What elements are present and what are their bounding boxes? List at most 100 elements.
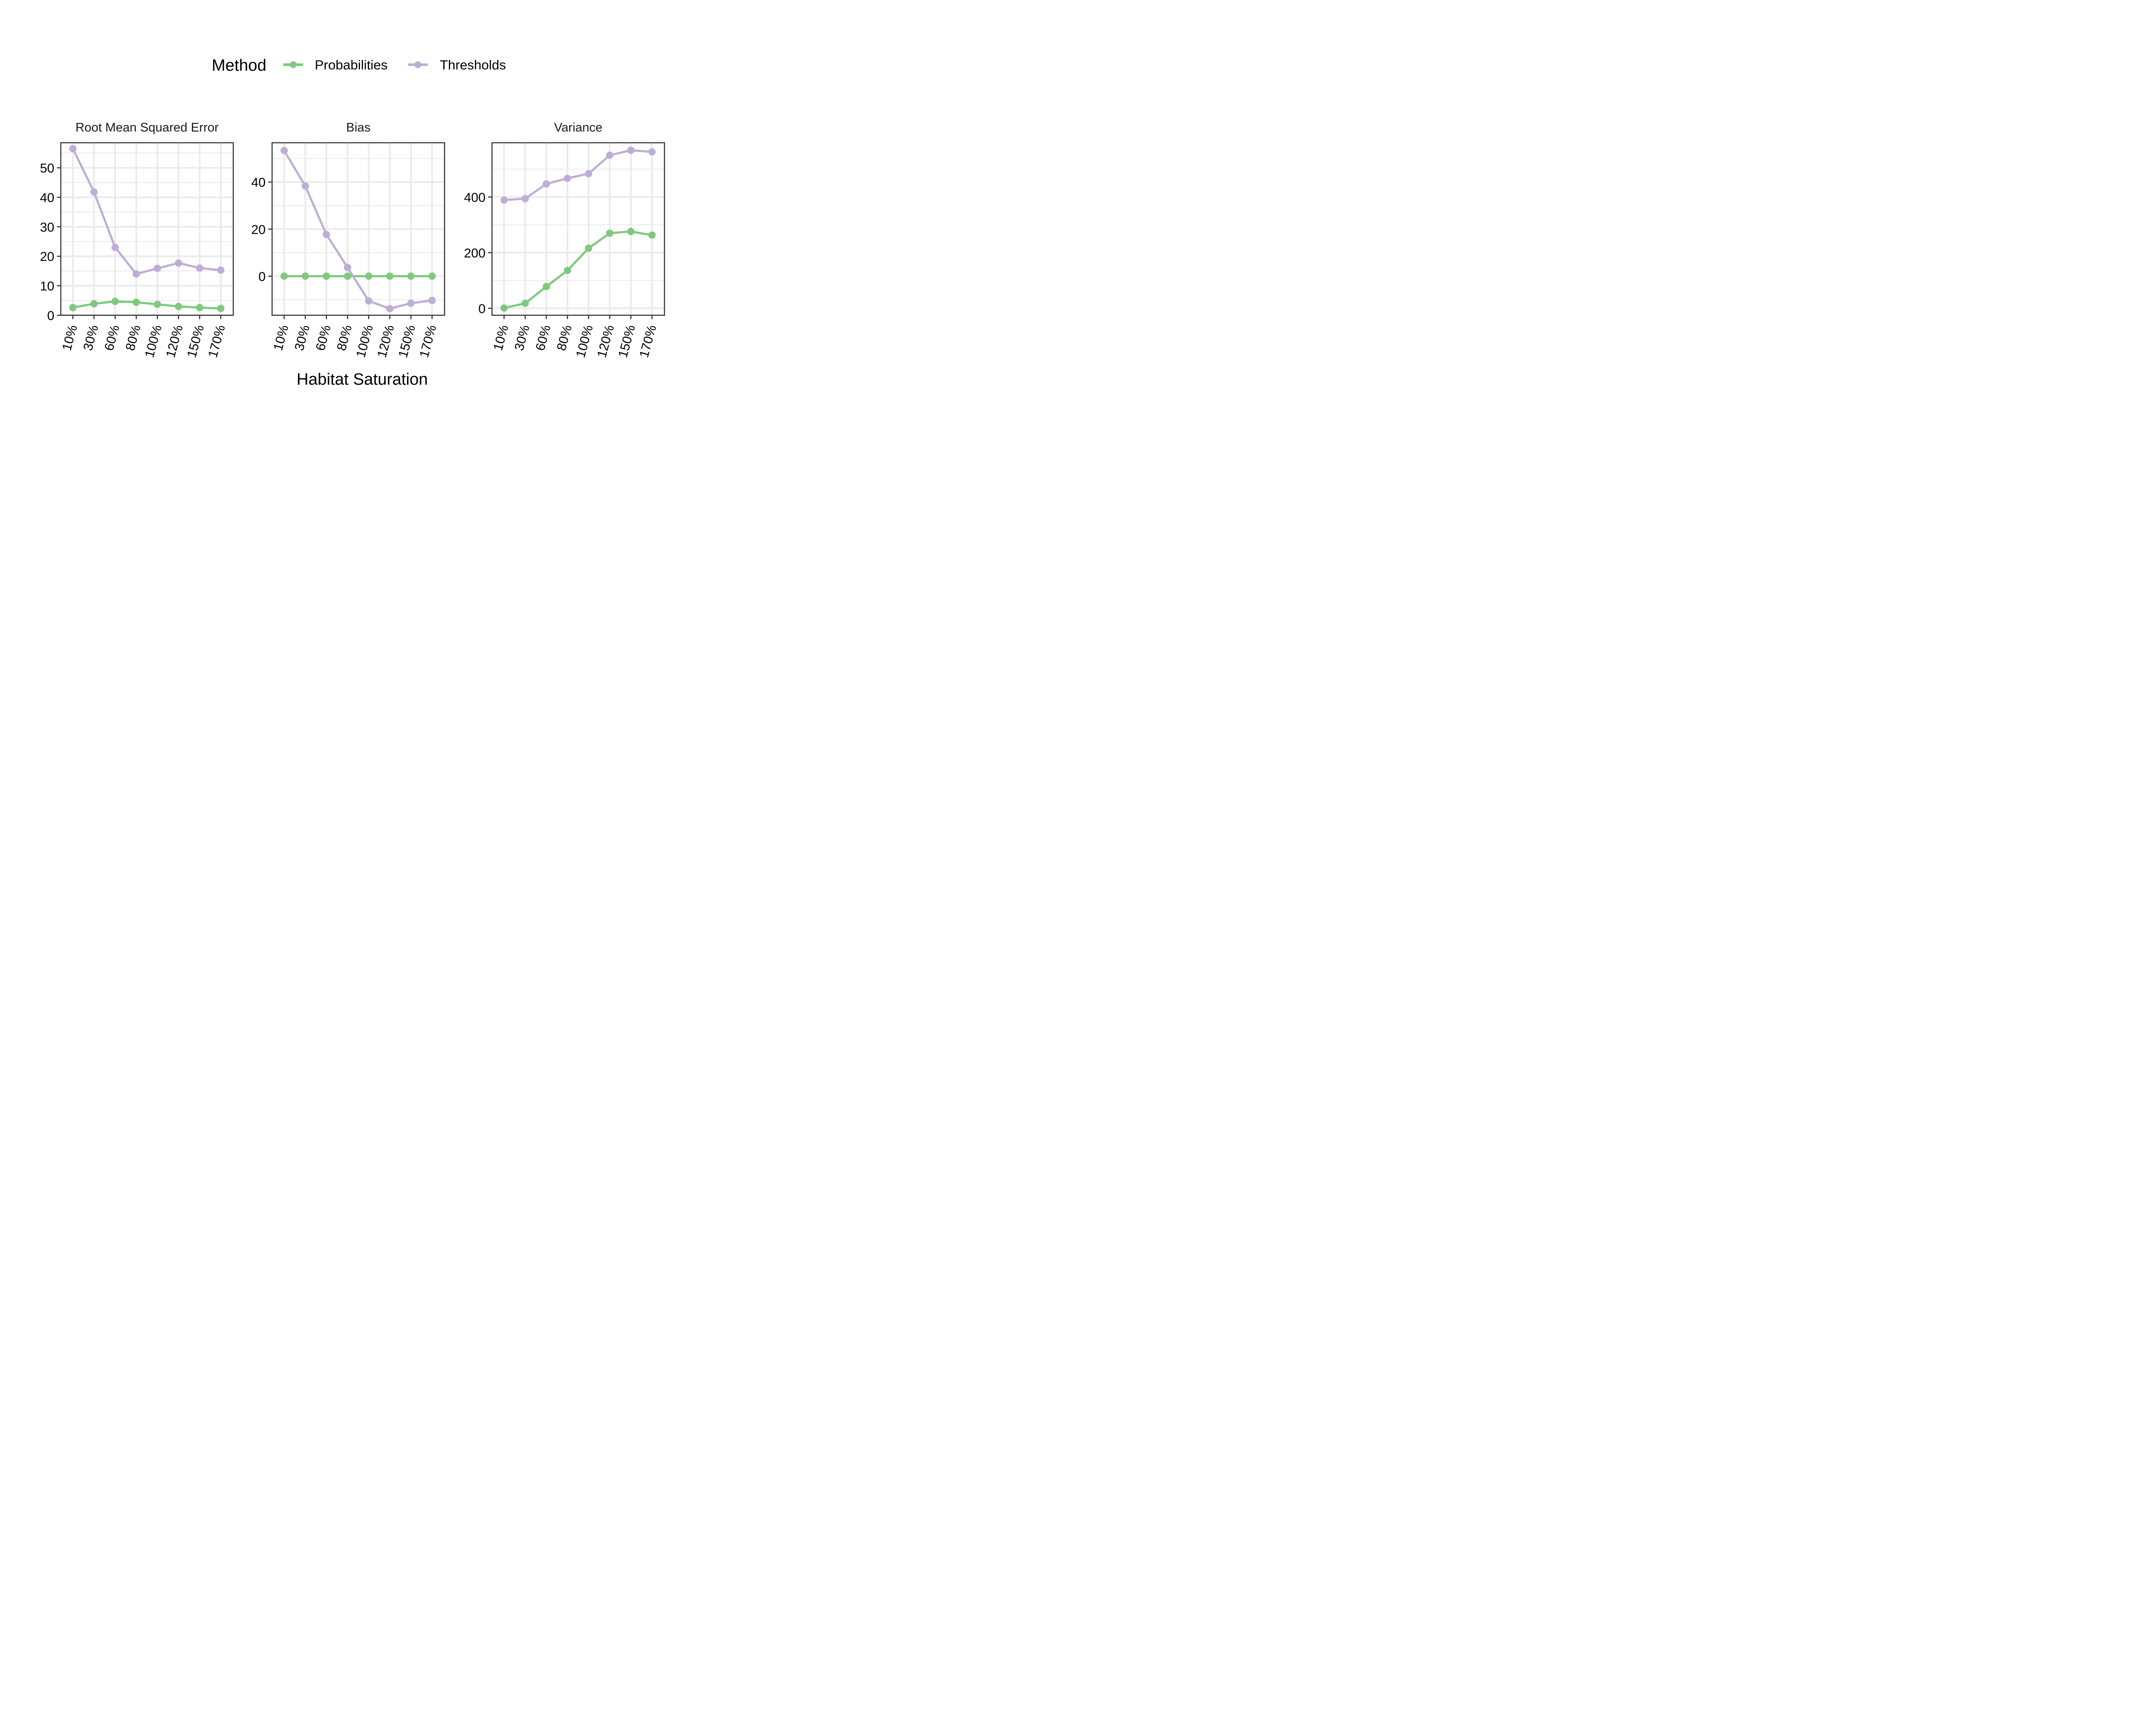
data-point-probabilities: [323, 272, 330, 280]
data-point-thresholds: [428, 297, 436, 304]
data-point-thresholds: [196, 264, 204, 272]
x-tick-label: 150%: [185, 323, 207, 359]
data-point-probabilities: [648, 231, 656, 239]
x-tick-label: 60%: [533, 323, 553, 352]
y-tick-label: 0: [478, 302, 486, 316]
x-tick-label: 80%: [334, 323, 354, 352]
data-point-probabilities: [542, 283, 550, 291]
figure: Method Probabilities Thresholds Root Mea…: [0, 0, 670, 426]
data-point-thresholds: [648, 148, 656, 156]
data-point-thresholds: [175, 259, 182, 267]
x-tick-label: 30%: [292, 323, 312, 352]
x-tick-label: 170%: [417, 323, 439, 359]
data-point-thresholds: [500, 196, 508, 204]
legend-key-probabilities-point: [290, 61, 297, 68]
data-point-probabilities: [500, 304, 508, 312]
data-point-probabilities: [175, 302, 182, 310]
x-tick-label: 100%: [354, 323, 376, 359]
y-tick-label: 0: [258, 270, 266, 284]
x-tick-label: 80%: [123, 323, 143, 352]
y-tick-label: 50: [40, 161, 54, 176]
data-point-thresholds: [301, 182, 309, 190]
x-tick-label: 60%: [313, 323, 333, 352]
data-point-thresholds: [90, 188, 98, 196]
x-tick-label: 100%: [573, 323, 596, 359]
data-point-thresholds: [111, 244, 119, 251]
data-point-thresholds: [521, 195, 529, 203]
data-point-thresholds: [386, 305, 394, 313]
x-tick-label: 120%: [163, 323, 186, 359]
data-point-thresholds: [344, 263, 351, 271]
y-tick-label: 30: [40, 220, 54, 235]
x-tick-label: 170%: [206, 323, 228, 359]
x-tick-label: 120%: [375, 323, 397, 359]
data-point-probabilities: [564, 267, 571, 274]
data-point-probabilities: [90, 300, 98, 307]
data-point-thresholds: [365, 297, 373, 305]
panel-background: [492, 143, 664, 315]
panel-title-root-mean-squared-error: Root Mean Squared Error: [75, 121, 219, 135]
x-tick-label: 150%: [616, 323, 638, 359]
data-point-thresholds: [542, 180, 550, 188]
panel-root-mean-squared-error: Root Mean Squared Error 0 10 20 30 40 50 10% 30%…: [40, 121, 234, 359]
x-axis-title: Habitat Saturation: [297, 370, 428, 389]
x-tick-label: 10%: [271, 323, 291, 352]
x-tick-label: 10%: [491, 323, 511, 352]
data-point-probabilities: [301, 272, 309, 280]
y-tick-label: 400: [464, 191, 486, 205]
legend-title: Method: [212, 56, 266, 75]
x-tick-label: 30%: [512, 323, 532, 352]
panel-variance: Variance 0 200 400 10% 30% 60% 80%100%120%150%1…: [464, 121, 665, 359]
data-point-thresholds: [323, 231, 330, 238]
legend-key-thresholds-point: [414, 61, 421, 68]
data-point-probabilities: [521, 299, 529, 307]
data-point-probabilities: [280, 272, 288, 280]
x-tick-label: 150%: [396, 323, 418, 359]
panel-bias: Bias 0 20 40 10% 30% 60% 80%100%120%150%170%: [251, 121, 445, 359]
data-point-probabilities: [196, 304, 204, 311]
x-tick-label: 120%: [595, 323, 617, 359]
y-tick-label: 20: [40, 250, 54, 264]
y-tick-label: 200: [464, 246, 486, 260]
chart-canvas: Method Probabilities Thresholds Root Mea…: [40, 56, 665, 389]
data-point-probabilities: [386, 272, 394, 280]
legend-label-probabilities: Probabilities: [315, 57, 388, 72]
panel-title-bias: Bias: [346, 121, 370, 135]
legend: Method Probabilities Thresholds: [212, 56, 506, 75]
x-tick-label: 100%: [142, 323, 165, 359]
data-point-probabilities: [407, 272, 415, 280]
data-point-thresholds: [217, 266, 225, 274]
data-point-thresholds: [280, 147, 288, 154]
data-point-thresholds: [407, 299, 415, 307]
x-tick-label: 170%: [637, 323, 659, 359]
data-point-thresholds: [69, 145, 77, 153]
data-point-probabilities: [627, 228, 635, 235]
x-tick-label: 30%: [81, 323, 101, 352]
data-point-thresholds: [606, 151, 614, 159]
data-point-probabilities: [606, 229, 614, 237]
panel-border: [491, 142, 665, 316]
panel-border: [60, 142, 234, 316]
y-tick-label: 40: [40, 191, 54, 205]
data-point-thresholds: [564, 175, 571, 182]
data-point-thresholds: [132, 270, 140, 278]
data-point-probabilities: [344, 272, 351, 280]
legend-label-thresholds: Thresholds: [440, 57, 506, 72]
data-point-probabilities: [69, 304, 77, 311]
x-tick-label: 60%: [102, 323, 122, 352]
y-tick-label: 40: [251, 176, 266, 190]
data-point-probabilities: [217, 304, 225, 312]
data-point-probabilities: [132, 298, 140, 306]
y-tick-label: 20: [251, 223, 266, 237]
data-point-probabilities: [111, 298, 119, 305]
data-point-probabilities: [154, 301, 161, 308]
data-point-probabilities: [428, 272, 436, 280]
y-tick-label: 10: [40, 279, 54, 294]
y-tick-label: 0: [47, 309, 54, 323]
data-point-thresholds: [627, 146, 635, 154]
data-point-thresholds: [585, 170, 592, 178]
data-point-thresholds: [154, 264, 161, 272]
panel-title-variance: Variance: [554, 121, 602, 135]
data-point-probabilities: [585, 245, 592, 252]
